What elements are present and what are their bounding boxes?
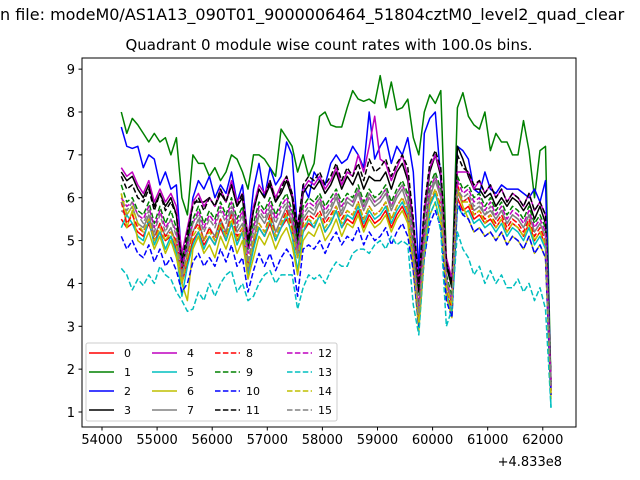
legend-frame	[85, 342, 338, 422]
plot-area	[120, 74, 552, 408]
series-line-14	[120, 188, 552, 395]
x-tick-label: 55000	[136, 433, 177, 448]
legend-label-7: 7	[187, 404, 194, 417]
y-axis: 1 2 3 4 5 6 7 8 9	[67, 63, 82, 421]
legend-label-1: 1	[124, 366, 131, 379]
x-axis: 54000 55000 56000 57000 58000 59000 60000 61000…	[81, 427, 563, 448]
series-line-10	[120, 201, 552, 395]
y-tick-label: 8	[67, 106, 75, 121]
y-tick-label: 6	[67, 192, 75, 207]
chart-suptitle: n file: modeM0/AS1A13_090T01_9000006464_…	[0, 5, 625, 25]
legend-label-12: 12	[318, 347, 332, 360]
legend-label-3: 3	[124, 404, 131, 417]
series-line-5	[120, 192, 552, 408]
legend-label-13: 13	[318, 366, 332, 379]
y-tick-label: 1	[67, 406, 75, 421]
legend-label-10: 10	[246, 385, 260, 398]
legend-label-11: 11	[246, 404, 260, 417]
series-line-15	[120, 175, 552, 387]
legend-label-4: 4	[187, 347, 194, 360]
legend-label-8: 8	[246, 347, 253, 360]
axes-frame	[81, 57, 577, 428]
series-line-6	[120, 188, 552, 400]
legend-label-9: 9	[246, 366, 253, 379]
y-tick-label: 7	[67, 149, 75, 164]
x-tick-label: 59000	[357, 433, 398, 448]
x-offset-label: +4.833e8	[498, 455, 562, 470]
y-tick-label: 5	[67, 235, 75, 250]
legend-label-2: 2	[124, 385, 131, 398]
x-tick-label: 61000	[467, 433, 508, 448]
y-tick-label: 9	[67, 63, 75, 78]
series-line-11	[120, 149, 552, 383]
legend-label-15: 15	[318, 404, 332, 417]
y-tick-label: 2	[67, 363, 75, 378]
x-tick-label: 57000	[247, 433, 288, 448]
legend-label-0: 0	[124, 347, 131, 360]
x-tick-label: 56000	[192, 433, 233, 448]
y-tick-label: 3	[67, 320, 75, 335]
y-tick-label: 4	[67, 277, 75, 292]
x-tick-label: 54000	[81, 433, 122, 448]
x-tick-label: 60000	[412, 433, 453, 448]
chart-title: Quadrant 0 module wise count rates with …	[125, 36, 532, 54]
legend-label-5: 5	[187, 366, 194, 379]
series-line-13	[120, 201, 552, 408]
series-line-9	[120, 171, 552, 387]
legend-label-6: 6	[187, 385, 194, 398]
x-tick-label: 62000	[522, 433, 563, 448]
x-tick-label: 58000	[302, 433, 343, 448]
series-line-1	[120, 74, 552, 387]
legend-label-14: 14	[318, 385, 332, 398]
